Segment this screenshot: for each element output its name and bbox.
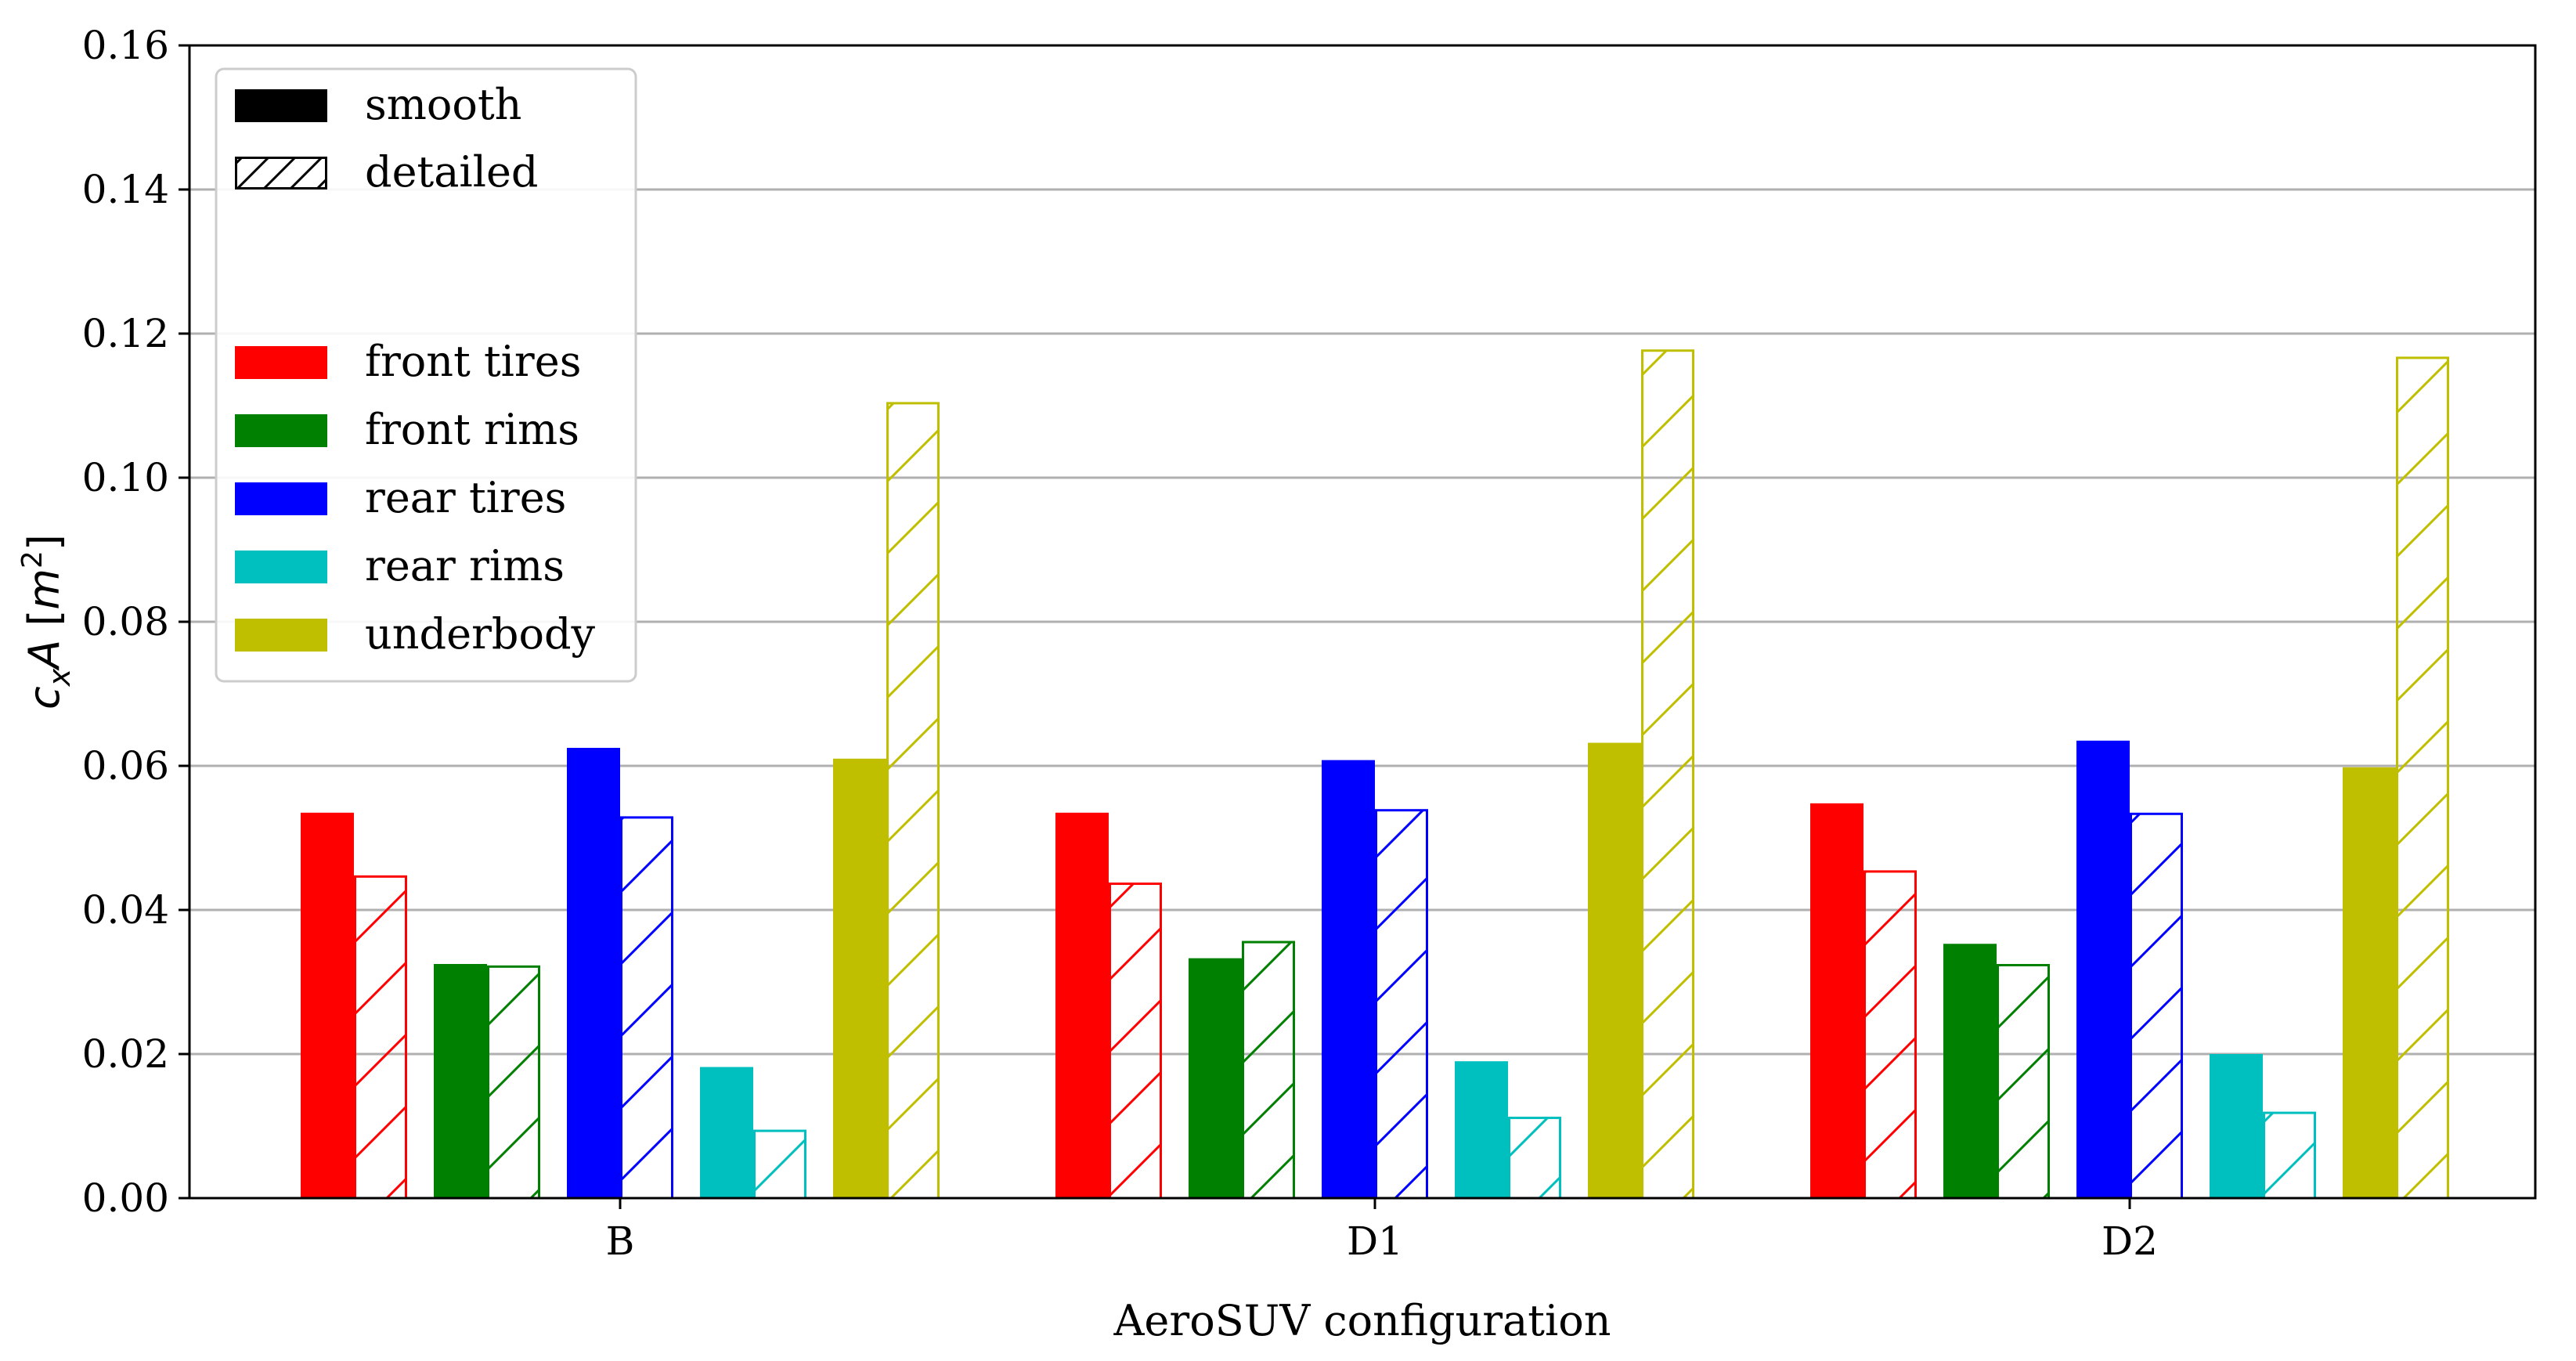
legend-frame	[215, 67, 637, 683]
bar-detailed-rear-tires-D2	[2130, 812, 2183, 1200]
legend-label-rear-tires: rear tires	[365, 473, 566, 522]
bar-detailed-front-rims-D2	[1997, 964, 2050, 1200]
bar-smooth-rear-rims-D1	[1455, 1061, 1508, 1198]
bar-smooth-rear-rims-B	[700, 1067, 753, 1198]
legend-swatch-front-tires	[235, 346, 327, 379]
x-axis: B D1 D2	[606, 1198, 2158, 1264]
bar-detailed-underbody-D1	[1641, 349, 1694, 1200]
legend-swatch-smooth	[235, 89, 327, 122]
legend-swatch-rear-tires	[235, 482, 327, 515]
bar-smooth-front-rims-D1	[1189, 958, 1242, 1198]
y-tick-label: 0.06	[82, 743, 169, 789]
y-axis-label: cxA [m2]	[16, 534, 77, 709]
bar-smooth-underbody-D2	[2343, 767, 2396, 1198]
y-tick-label: 0.04	[82, 887, 169, 933]
legend-swatch-detailed	[235, 157, 327, 190]
y-tick-label: 0.16	[82, 23, 169, 68]
bar-detailed-rear-rims-B	[753, 1129, 806, 1200]
x-tick-label: B	[606, 1218, 635, 1264]
bar-smooth-front-rims-B	[434, 964, 487, 1198]
legend-swatch-front-rims	[235, 414, 327, 447]
bar-smooth-underbody-B	[833, 758, 886, 1198]
x-tick-label: D2	[2102, 1218, 2158, 1264]
bars	[301, 349, 2449, 1200]
bar-smooth-front-tires-B	[301, 812, 354, 1198]
bar-detailed-rear-tires-B	[620, 816, 673, 1200]
bar-smooth-rear-tires-B	[567, 748, 620, 1198]
bar-detailed-front-rims-B	[487, 965, 540, 1200]
y-tick-label: 0.08	[82, 599, 169, 644]
bar-smooth-rear-rims-D2	[2210, 1054, 2263, 1198]
bar-detailed-underbody-D2	[2396, 356, 2449, 1200]
y-tick-label: 0.12	[82, 311, 169, 356]
x-axis-label: AeroSUV configuration	[1113, 1296, 1611, 1345]
bar-detailed-rear-tires-D1	[1375, 809, 1428, 1200]
legend-label-smooth: smooth	[365, 80, 521, 129]
legend-swatch-rear-rims	[235, 551, 327, 583]
bar-detailed-front-tires-D2	[1863, 870, 1917, 1200]
bar-detailed-rear-rims-D1	[1508, 1117, 1561, 1200]
bar-detailed-rear-rims-D2	[2263, 1111, 2316, 1200]
legend: smooth detailed front tires front rims rear …	[215, 67, 637, 683]
legend-swatch-underbody	[235, 619, 327, 652]
bar-smooth-front-tires-D2	[1810, 803, 1863, 1198]
bar-smooth-rear-tires-D2	[2076, 740, 2130, 1198]
bar-smooth-front-rims-D2	[1943, 944, 1997, 1198]
bar-detailed-front-rims-D1	[1242, 940, 1295, 1200]
legend-label-front-rims: front rims	[365, 405, 579, 454]
y-tick-label: 0.00	[82, 1175, 169, 1221]
y-axis: 0.00 0.02 0.04 0.06 0.08 0.10 0.12 0.14 0.16	[82, 23, 189, 1221]
legend-label-front-tires: front tires	[365, 337, 581, 386]
y-tick-label: 0.10	[82, 455, 169, 500]
bar-smooth-underbody-D1	[1588, 742, 1641, 1198]
bar-detailed-front-tires-D1	[1109, 883, 1162, 1200]
x-tick-label: D1	[1347, 1218, 1403, 1264]
legend-label-rear-rims: rear rims	[365, 541, 565, 590]
bar-smooth-front-tires-D1	[1055, 812, 1109, 1198]
bar-smooth-rear-tires-D1	[1322, 760, 1375, 1198]
bar-detailed-underbody-B	[886, 402, 940, 1200]
bar-detailed-front-tires-B	[354, 875, 407, 1200]
y-tick-label: 0.14	[82, 167, 169, 212]
legend-label-underbody: underbody	[365, 609, 596, 659]
legend-label-detailed: detailed	[365, 147, 538, 197]
y-tick-label: 0.02	[82, 1031, 169, 1077]
